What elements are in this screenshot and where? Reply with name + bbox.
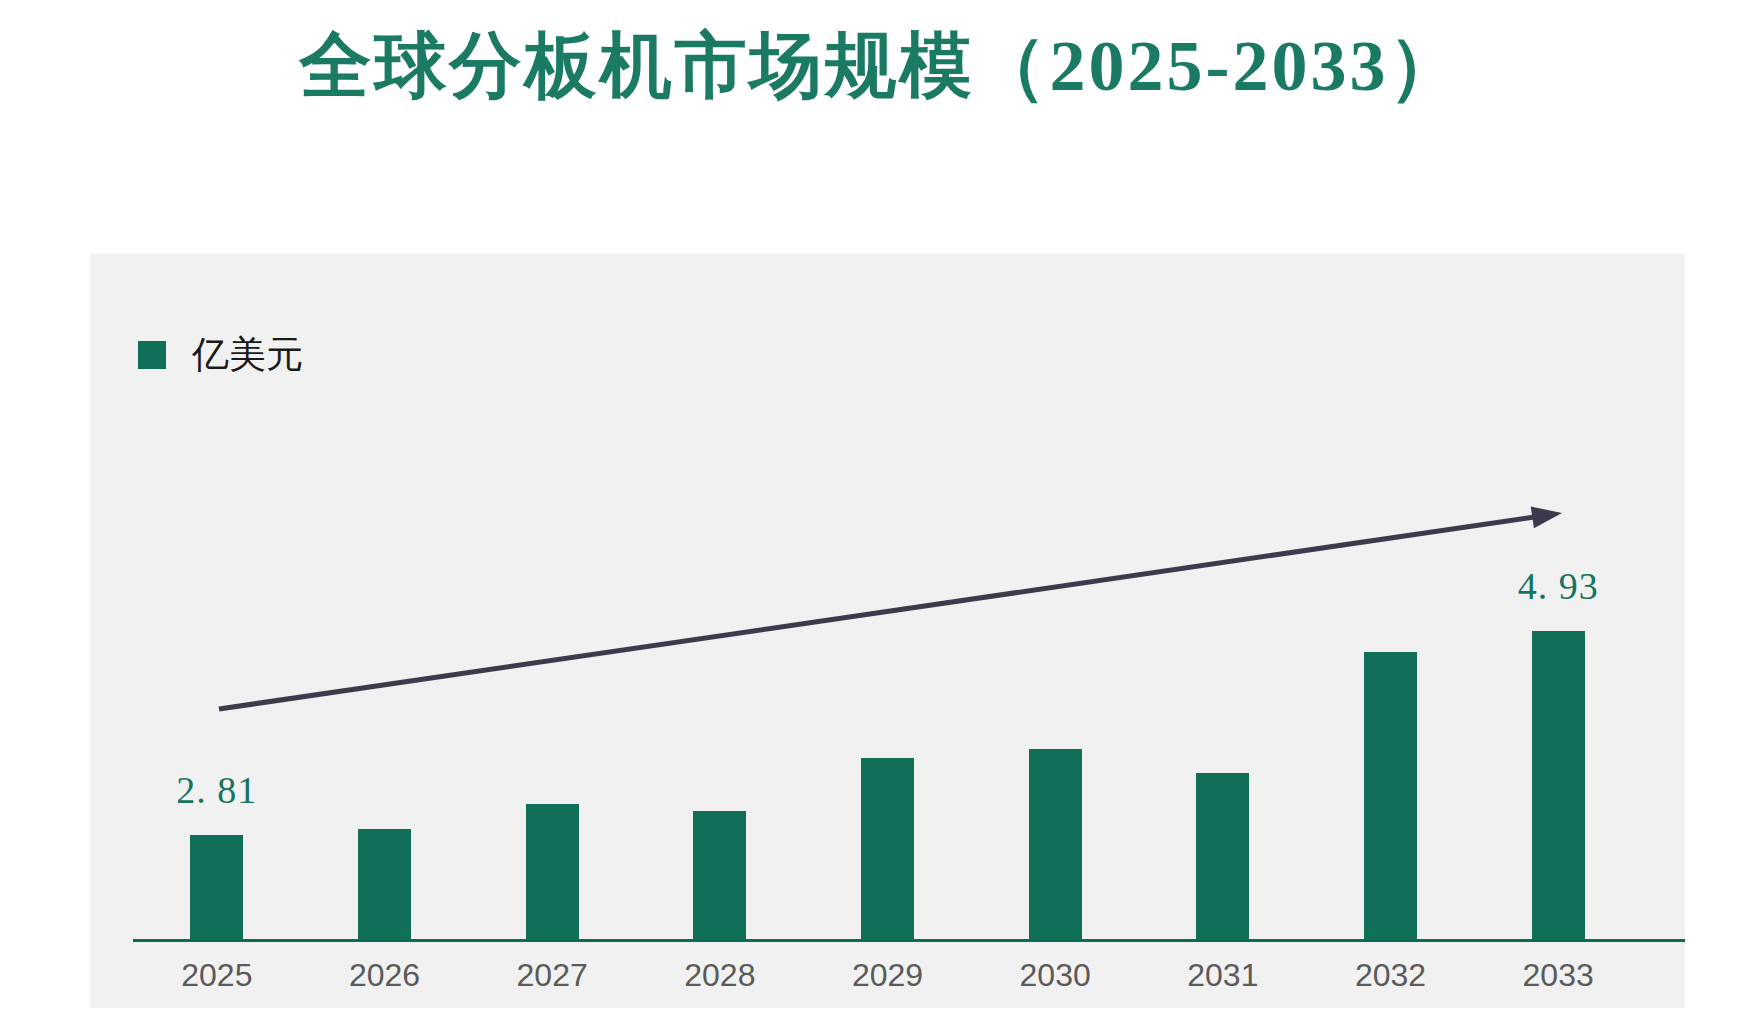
bar-2032: [1364, 652, 1417, 939]
x-axis-label-2032: 2032: [1321, 957, 1461, 994]
bar-2030: [1029, 749, 1082, 939]
chart-page: 全球分板机市场规模（2025-2033） 亿美元 2025 2026 2027 202…: [0, 0, 1763, 1035]
bar-value-label-2033: 4. 93: [1448, 567, 1668, 605]
legend-label: 亿美元: [192, 336, 303, 373]
x-axis-label-2025: 2025: [147, 957, 287, 994]
bar-2027: [526, 804, 579, 939]
bar-2029: [861, 758, 914, 939]
x-axis-label-2028: 2028: [650, 957, 790, 994]
x-axis-line: [133, 939, 1685, 942]
bar-value-label-2025: 2. 81: [107, 771, 327, 809]
x-axis-label-2029: 2029: [818, 957, 958, 994]
bar-2031: [1196, 773, 1249, 939]
x-axis-label-2026: 2026: [315, 957, 455, 994]
bar-2028: [693, 811, 746, 939]
legend: 亿美元: [138, 336, 303, 373]
chart-title: 全球分板机市场规模（2025-2033）: [0, 18, 1763, 114]
bar-2033: [1532, 631, 1585, 939]
x-axis-label-2033: 2033: [1488, 957, 1628, 994]
plot-panel: 亿美元 2025 2026 2027 2028 2029 2030 2031 2032 2033…: [90, 254, 1685, 1008]
x-axis-label-2030: 2030: [985, 957, 1125, 994]
x-axis-label-2027: 2027: [482, 957, 622, 994]
legend-swatch: [138, 341, 166, 369]
bar-2026: [358, 829, 411, 939]
bar-2025: [190, 835, 243, 939]
x-axis-label-2031: 2031: [1153, 957, 1293, 994]
